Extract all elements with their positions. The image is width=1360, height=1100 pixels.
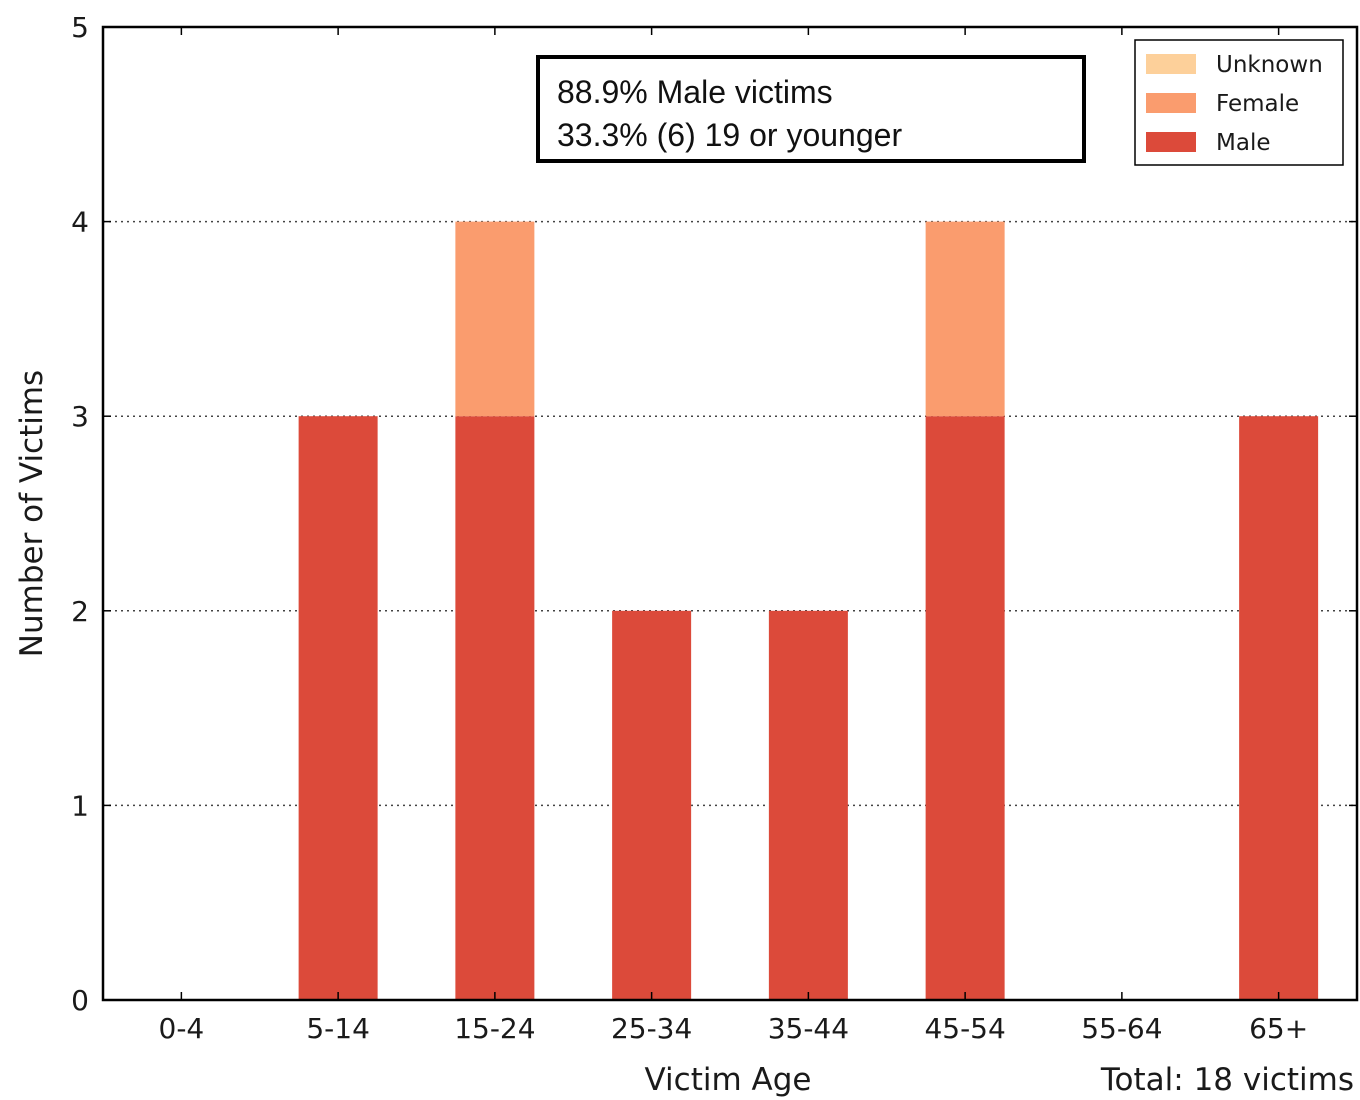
bar-male-15-24 xyxy=(455,416,535,1000)
x-tick-label: 65+ xyxy=(1249,1012,1308,1045)
x-tick-label: 35-44 xyxy=(768,1012,849,1045)
x-tick-label: 25-34 xyxy=(611,1012,692,1045)
y-tick-label: 0 xyxy=(71,984,89,1017)
bar-female-45-54 xyxy=(925,221,1005,417)
bars xyxy=(298,221,1319,1000)
bar-male-65+ xyxy=(1239,416,1319,1000)
x-axis-ticks: 0-4 5-14 15-24 25-34 35-44 45-54 55-64 65+ xyxy=(159,27,1308,1045)
bar-female-15-24 xyxy=(455,221,535,417)
x-tick-label: 55-64 xyxy=(1081,1012,1162,1045)
x-tick-label: 0-4 xyxy=(159,1012,205,1045)
y-axis-ticks: 0 1 2 3 4 5 xyxy=(71,11,1357,1017)
bar-male-45-54 xyxy=(925,416,1005,1000)
plot-frame xyxy=(101,25,1359,1002)
legend-swatch-male xyxy=(1146,132,1196,152)
legend-label-unknown: Unknown xyxy=(1216,52,1323,78)
bar-male-25-34 xyxy=(612,610,692,1000)
x-axis-label: Victim Age xyxy=(645,1062,812,1098)
total-victims-note: Total: 18 victims xyxy=(1100,1062,1354,1098)
y-tick-label: 4 xyxy=(71,206,89,239)
legend-swatch-unknown xyxy=(1146,54,1196,74)
legend: Unknown Female Male xyxy=(1134,39,1344,166)
legend-swatch-female xyxy=(1146,93,1196,113)
y-tick-label: 3 xyxy=(71,400,89,433)
x-tick-label: 45-54 xyxy=(924,1012,1005,1045)
grid-lines xyxy=(103,220,1357,807)
annotation-box: 88.9% Male victims 33.3% (6) 19 or young… xyxy=(536,55,1086,163)
y-tick-label: 2 xyxy=(71,595,89,628)
annotation-line-young: 33.3% (6) 19 or younger xyxy=(557,117,903,153)
y-tick-label: 1 xyxy=(71,789,89,822)
bar-male-35-44 xyxy=(768,610,848,1000)
annotation-line-male: 88.9% Male victims xyxy=(557,74,833,110)
bar-male-5-14 xyxy=(298,416,378,1000)
x-tick-label: 5-14 xyxy=(306,1012,370,1045)
legend-label-female: Female xyxy=(1216,91,1299,117)
x-tick-label: 15-24 xyxy=(454,1012,535,1045)
y-axis-label: Number of Victims xyxy=(14,370,50,657)
legend-label-male: Male xyxy=(1216,130,1270,156)
y-tick-label: 5 xyxy=(71,11,89,44)
